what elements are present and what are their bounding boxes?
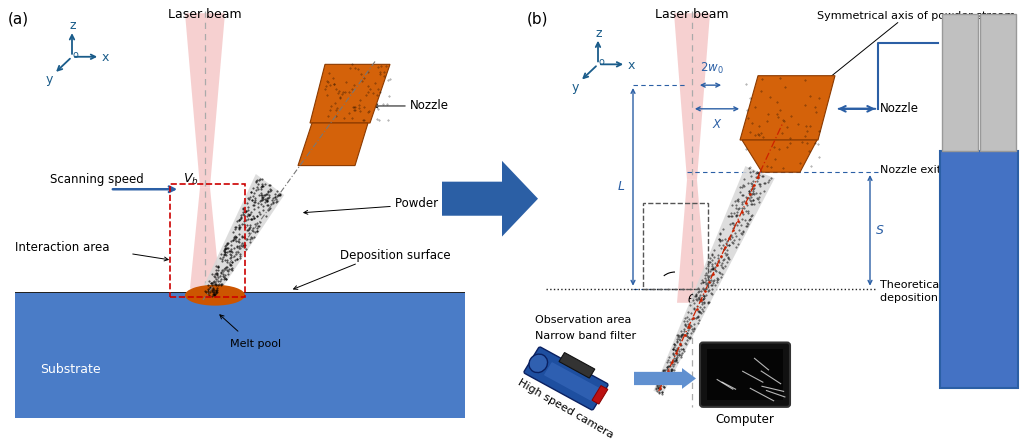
Text: Nozzle exit plane: Nozzle exit plane xyxy=(880,165,976,175)
Polygon shape xyxy=(442,161,538,236)
Text: Powder stream: Powder stream xyxy=(395,197,483,210)
Text: Computer: Computer xyxy=(716,413,774,426)
Ellipse shape xyxy=(529,354,548,373)
Text: $S$: $S$ xyxy=(874,224,885,237)
Polygon shape xyxy=(298,123,368,166)
Text: x: x xyxy=(628,59,635,72)
Ellipse shape xyxy=(185,285,245,305)
Text: Melt pool: Melt pool xyxy=(230,339,282,349)
Text: Symmetrical axis of powder stream: Symmetrical axis of powder stream xyxy=(816,11,1015,21)
Text: Nozzle: Nozzle xyxy=(410,99,449,112)
Text: x: x xyxy=(101,51,109,64)
Bar xyxy=(592,385,608,404)
Text: o: o xyxy=(72,50,78,60)
FancyBboxPatch shape xyxy=(544,362,601,402)
Text: o: o xyxy=(598,57,604,68)
Polygon shape xyxy=(185,13,225,187)
Bar xyxy=(15,292,465,297)
FancyBboxPatch shape xyxy=(524,347,608,410)
FancyBboxPatch shape xyxy=(700,343,790,407)
Ellipse shape xyxy=(726,346,764,352)
Text: (a): (a) xyxy=(8,11,29,27)
Text: Deposition surface: Deposition surface xyxy=(340,249,451,262)
Text: Laser beam: Laser beam xyxy=(655,8,729,21)
Text: Narrow band filter: Narrow band filter xyxy=(535,331,636,341)
Text: Substrate: Substrate xyxy=(40,362,100,376)
Text: y: y xyxy=(45,73,52,86)
Text: z: z xyxy=(596,27,602,40)
Text: Nozzle: Nozzle xyxy=(880,102,919,115)
Polygon shape xyxy=(740,76,835,140)
Text: $X$: $X$ xyxy=(712,118,722,131)
Bar xyxy=(15,296,465,303)
Polygon shape xyxy=(653,166,775,395)
Text: Theoretical: Theoretical xyxy=(880,280,942,290)
Polygon shape xyxy=(742,140,817,172)
Text: Powder: Powder xyxy=(957,278,1000,290)
Bar xyxy=(643,203,708,289)
Text: Scanning speed: Scanning speed xyxy=(50,173,147,186)
Text: feeder: feeder xyxy=(959,296,998,309)
Polygon shape xyxy=(674,13,710,180)
Polygon shape xyxy=(190,187,220,289)
Bar xyxy=(15,293,465,418)
Text: $\theta$: $\theta$ xyxy=(686,293,695,306)
Bar xyxy=(707,349,783,400)
FancyArrow shape xyxy=(634,368,696,389)
Bar xyxy=(980,14,1016,152)
Text: deposition surface: deposition surface xyxy=(880,293,983,303)
Text: $V_b$: $V_b$ xyxy=(183,172,199,187)
Text: Interaction area: Interaction area xyxy=(15,241,110,255)
Text: $L$: $L$ xyxy=(616,180,625,193)
Polygon shape xyxy=(310,65,390,123)
Bar xyxy=(559,353,595,378)
Text: Observation area: Observation area xyxy=(535,315,632,325)
Bar xyxy=(940,152,1018,388)
Polygon shape xyxy=(202,174,285,300)
Text: Laser beam: Laser beam xyxy=(168,8,242,21)
Text: (b): (b) xyxy=(527,11,549,27)
Text: y: y xyxy=(571,80,579,94)
Bar xyxy=(170,183,245,297)
Bar xyxy=(942,14,978,152)
Text: z: z xyxy=(70,19,76,32)
Text: High speed camera: High speed camera xyxy=(516,377,615,440)
Text: $2w_0$: $2w_0$ xyxy=(700,61,724,76)
Polygon shape xyxy=(677,180,707,303)
